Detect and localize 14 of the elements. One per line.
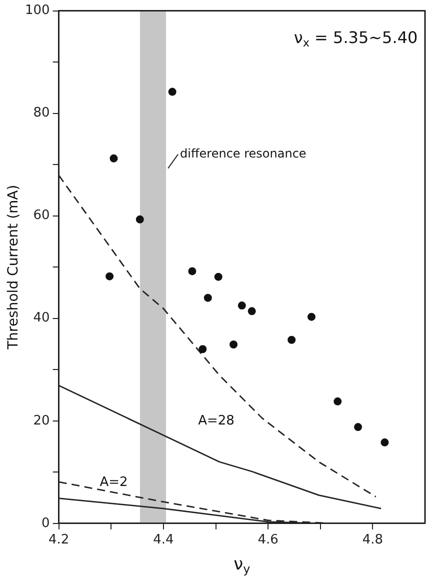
band-label: difference resonance xyxy=(180,146,306,160)
y-tick-label: 100 xyxy=(24,3,50,18)
y-tick-label: 0 xyxy=(42,516,50,531)
annotation: A=2 xyxy=(100,474,128,490)
x-tick-label: 4.4 xyxy=(153,532,174,548)
y-tick-label: 40 xyxy=(33,310,50,326)
x-tick-label: 4.2 xyxy=(48,532,70,548)
y-tick-label: 20 xyxy=(33,413,50,428)
x-tick-label: 4.6 xyxy=(258,532,278,548)
x-tick-label: 4.8 xyxy=(362,532,384,548)
y-tick-label: 60 xyxy=(33,208,50,224)
y-tick-label: 80 xyxy=(33,106,50,121)
annotation: A=28 xyxy=(198,413,234,428)
y-axis-title: Threshold Current (mA) xyxy=(6,184,22,350)
